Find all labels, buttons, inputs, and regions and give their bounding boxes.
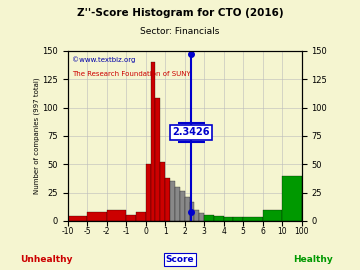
Bar: [170, 181, 175, 221]
Bar: [126, 215, 136, 221]
Bar: [165, 178, 170, 221]
Bar: [180, 191, 185, 221]
Bar: [160, 162, 165, 221]
Bar: [282, 176, 302, 221]
Bar: [107, 210, 126, 221]
Bar: [204, 215, 214, 221]
Bar: [224, 217, 233, 221]
Text: Score: Score: [166, 255, 194, 264]
Bar: [185, 197, 189, 221]
Bar: [136, 212, 146, 221]
Bar: [150, 62, 156, 221]
Y-axis label: Number of companies (997 total): Number of companies (997 total): [33, 77, 40, 194]
Bar: [243, 217, 262, 221]
Text: Z''-Score Histogram for CTO (2016): Z''-Score Histogram for CTO (2016): [77, 8, 283, 18]
Bar: [199, 213, 204, 221]
Bar: [233, 217, 243, 221]
Bar: [175, 187, 180, 221]
Bar: [194, 210, 199, 221]
Bar: [146, 164, 150, 221]
Text: Unhealthy: Unhealthy: [21, 255, 73, 264]
Bar: [262, 210, 282, 221]
Bar: [214, 216, 224, 221]
Bar: [68, 216, 87, 221]
Bar: [189, 202, 194, 221]
Text: ©www.textbiz.org: ©www.textbiz.org: [72, 56, 136, 63]
Bar: [156, 99, 160, 221]
Text: 2.3426: 2.3426: [172, 127, 210, 137]
Text: Sector: Financials: Sector: Financials: [140, 27, 220, 36]
Text: The Research Foundation of SUNY: The Research Foundation of SUNY: [72, 71, 191, 77]
Bar: [87, 212, 107, 221]
Text: Healthy: Healthy: [293, 255, 333, 264]
